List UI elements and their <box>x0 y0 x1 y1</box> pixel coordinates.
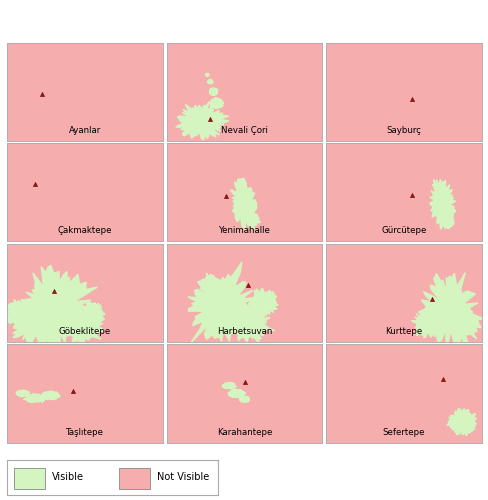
FancyBboxPatch shape <box>14 468 45 488</box>
Polygon shape <box>429 180 455 229</box>
Polygon shape <box>209 88 218 96</box>
Polygon shape <box>23 393 45 402</box>
Text: Taşlıtepe: Taşlıtepe <box>66 428 104 436</box>
Text: Çakmaktepe: Çakmaktepe <box>58 226 112 235</box>
Polygon shape <box>244 214 260 227</box>
Polygon shape <box>56 308 104 342</box>
Text: Karahantepe: Karahantepe <box>216 428 272 436</box>
Polygon shape <box>200 274 222 294</box>
Polygon shape <box>410 310 441 338</box>
Text: Yenimahalle: Yenimahalle <box>218 226 270 235</box>
Polygon shape <box>175 102 228 140</box>
Polygon shape <box>239 396 249 402</box>
Polygon shape <box>230 178 256 230</box>
Text: Göbeklitepe: Göbeklitepe <box>59 327 111 336</box>
Text: Sayburç: Sayburç <box>386 126 421 134</box>
Polygon shape <box>452 314 480 335</box>
Polygon shape <box>226 299 274 342</box>
Text: Nevali Çori: Nevali Çori <box>221 126 267 134</box>
Text: Ayanlar: Ayanlar <box>69 126 101 134</box>
Polygon shape <box>16 390 30 396</box>
Text: Gürcütepe: Gürcütepe <box>381 226 426 235</box>
Polygon shape <box>6 299 35 328</box>
Text: Kurttepe: Kurttepe <box>385 327 422 336</box>
Polygon shape <box>42 391 61 400</box>
Polygon shape <box>82 301 104 324</box>
Text: Not Visible: Not Visible <box>156 472 208 482</box>
Polygon shape <box>187 262 256 342</box>
Polygon shape <box>8 302 61 348</box>
Text: Sefertepe: Sefertepe <box>382 428 424 436</box>
Polygon shape <box>247 288 278 316</box>
Polygon shape <box>227 388 245 398</box>
Polygon shape <box>205 74 208 76</box>
Text: Harbetsuvan: Harbetsuvan <box>216 327 272 336</box>
Text: Visible: Visible <box>51 472 83 482</box>
Polygon shape <box>207 80 212 84</box>
Polygon shape <box>235 178 246 190</box>
Polygon shape <box>417 272 483 353</box>
Polygon shape <box>446 408 476 436</box>
Polygon shape <box>222 382 236 388</box>
FancyBboxPatch shape <box>119 468 150 488</box>
Polygon shape <box>17 266 97 356</box>
Polygon shape <box>440 214 453 228</box>
Polygon shape <box>209 98 224 109</box>
